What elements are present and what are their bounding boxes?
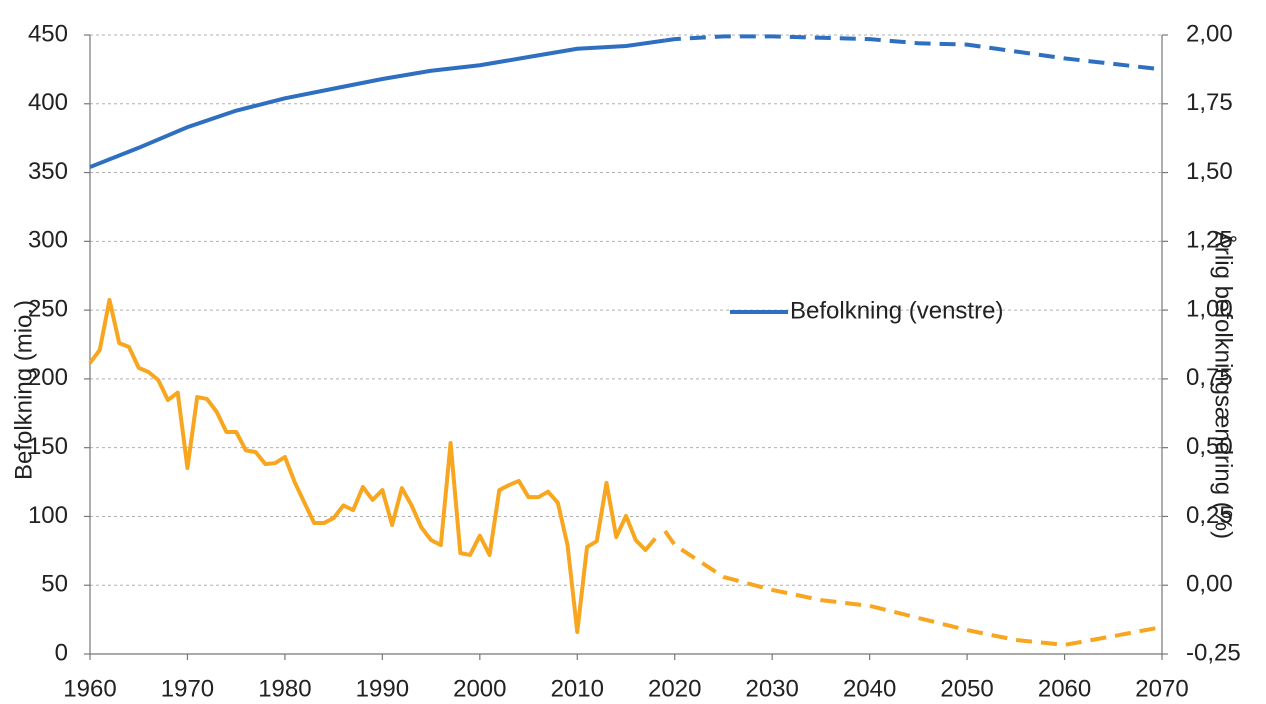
x-tick-label: 1970	[161, 675, 214, 702]
line-series	[664, 34, 1163, 72]
y-tick-label: 0	[55, 639, 68, 666]
y2-tick-label: 1,50	[1186, 158, 1233, 185]
x-tick-label: 2050	[940, 675, 993, 702]
y2-axis-title: Årlig befolkningsændring (%)	[1210, 231, 1238, 539]
y2-tick-label: 0,50	[1186, 433, 1233, 460]
x-tick-label: 1960	[63, 675, 116, 702]
y2-tick-label: 2,00	[1186, 20, 1233, 47]
y2-tick-label: 0,25	[1186, 502, 1233, 529]
y-tick-label: 50	[41, 571, 68, 598]
x-tick-label: 2000	[453, 675, 506, 702]
y-tick-label: 300	[28, 227, 68, 254]
y-tick-label: 150	[28, 433, 68, 460]
y2-tick-label: 0,00	[1186, 571, 1233, 598]
y-tick-label: 100	[28, 502, 68, 529]
y2-tick-label: -0,25	[1186, 639, 1241, 666]
y2-tick-label: 1,00	[1186, 295, 1233, 322]
x-tick-label: 2060	[1038, 675, 1091, 702]
x-tick-label: 2020	[648, 675, 701, 702]
x-tick-label: 2070	[1135, 675, 1188, 702]
y2-tick-label: 1,75	[1186, 89, 1233, 116]
y-tick-label: 200	[28, 364, 68, 391]
y-tick-label: 350	[28, 158, 68, 185]
y-tick-label: 400	[28, 89, 68, 116]
y-axis-title: Befolkning (mio.)	[10, 300, 37, 480]
line-series	[89, 38, 666, 169]
x-tick-label: 1990	[356, 675, 409, 702]
y-tick-label: 450	[28, 20, 68, 47]
line-series	[663, 529, 1163, 647]
y-tick-label: 250	[28, 295, 68, 322]
x-tick-label: 2030	[745, 675, 798, 702]
x-tick-label: 2010	[551, 675, 604, 702]
x-tick-label: 2040	[843, 675, 896, 702]
y2-tick-label: 1,25	[1186, 227, 1233, 254]
x-tick-label: 1980	[258, 675, 311, 702]
legend-label: Befolkning (venstre)	[790, 297, 1003, 324]
line-series	[88, 297, 657, 634]
y2-tick-label: 0,75	[1186, 364, 1233, 391]
